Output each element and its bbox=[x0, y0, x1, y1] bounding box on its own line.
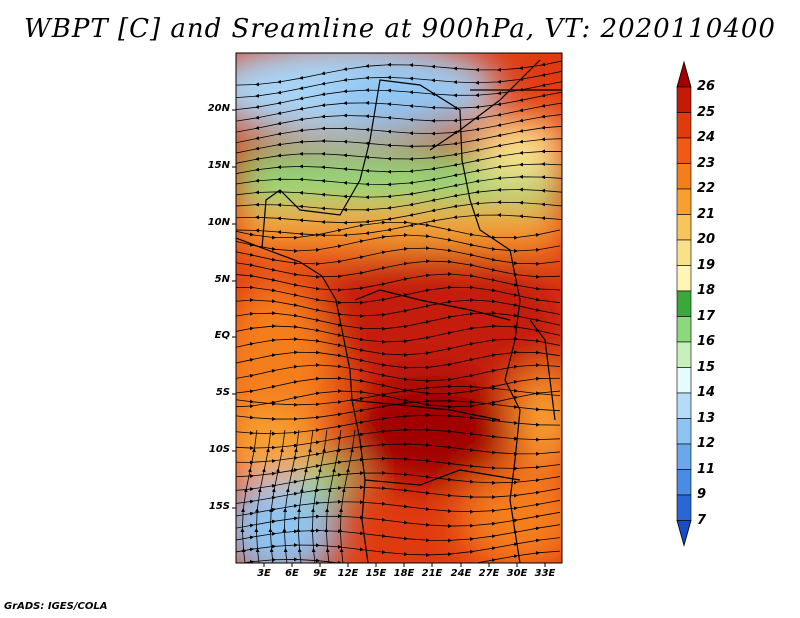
colorbar-level-label: 14 bbox=[697, 385, 716, 400]
streamline bbox=[296, 429, 314, 563]
colorbar-segment bbox=[676, 112, 692, 139]
streamline bbox=[282, 429, 300, 563]
colorbar-top-arrow bbox=[676, 60, 692, 88]
colorbar-level-label: 24 bbox=[697, 130, 716, 145]
colorbar-level-label: 16 bbox=[697, 334, 716, 349]
colorbar-segment bbox=[676, 188, 692, 215]
streamline bbox=[236, 285, 561, 305]
streamline bbox=[310, 429, 328, 563]
colorbar-level-label: 11 bbox=[697, 461, 716, 477]
colorbar-segment bbox=[676, 469, 692, 496]
colorbar-segment bbox=[676, 86, 692, 113]
colorbar-level-label: 25 bbox=[697, 104, 716, 120]
colorbar-segment bbox=[676, 265, 692, 292]
colorbar-segment bbox=[676, 341, 692, 368]
wbpt-field bbox=[236, 53, 562, 563]
colorbar-level-label: 18 bbox=[697, 283, 716, 298]
lon-label: 9E bbox=[313, 568, 327, 579]
lon-label: 30E bbox=[506, 568, 528, 579]
lon-label: 27E bbox=[478, 568, 500, 579]
colorbar-segment bbox=[676, 367, 692, 394]
colorbar-level-label: 23 bbox=[697, 155, 716, 171]
colorbar-bottom-arrow bbox=[676, 520, 692, 547]
streamline bbox=[338, 429, 356, 563]
colorbar-level-label: 12 bbox=[697, 436, 716, 451]
lat-label: 15S bbox=[208, 501, 230, 512]
colorbar-segment bbox=[676, 214, 692, 241]
streamline bbox=[236, 271, 561, 293]
colorbar-segment bbox=[676, 418, 692, 445]
streamlines bbox=[236, 60, 562, 563]
lon-label: 12E bbox=[337, 568, 359, 579]
colorbar-segment bbox=[676, 316, 692, 343]
colorbar-level-label: 9 bbox=[697, 487, 707, 502]
colorbar-level-label: 22 bbox=[697, 181, 716, 196]
lat-label: 10S bbox=[208, 444, 230, 455]
lon-label: 15E bbox=[365, 568, 387, 579]
colorbar-level-label: 26 bbox=[697, 79, 716, 94]
colorbar-segment bbox=[676, 392, 692, 419]
lon-label: 3E bbox=[257, 568, 271, 579]
colorbar bbox=[676, 60, 692, 547]
lat-label: 5S bbox=[215, 387, 230, 398]
chart-title: WBPT [C] and Sreamline at 900hPa, VT: 20… bbox=[24, 14, 776, 44]
colorbar-segment bbox=[676, 443, 692, 470]
lat-label: 10N bbox=[207, 217, 230, 228]
grads-credit: GrADS: IGES/COLA bbox=[4, 601, 108, 612]
lat-label: 15N bbox=[207, 160, 230, 171]
colorbar-level-label: 21 bbox=[697, 206, 716, 222]
axis-ticks bbox=[232, 109, 546, 567]
colorbar-level-label: 19 bbox=[697, 257, 716, 273]
lon-label: 18E bbox=[393, 568, 415, 579]
lon-label: 24E bbox=[450, 568, 472, 579]
lat-label: 5N bbox=[214, 274, 230, 285]
colorbar-level-label: 17 bbox=[697, 308, 716, 324]
streamline bbox=[254, 429, 272, 563]
lon-label: 21E bbox=[421, 568, 443, 579]
lon-label: 6E bbox=[285, 568, 299, 579]
colorbar-segment bbox=[676, 290, 692, 317]
colorbar-segment bbox=[676, 494, 692, 521]
colorbar-level-label: 13 bbox=[697, 410, 716, 426]
lat-label: 20N bbox=[207, 103, 230, 114]
colorbar-level-label: 7 bbox=[697, 512, 707, 528]
colorbar-segment bbox=[676, 239, 692, 266]
colorbar-level-label: 15 bbox=[697, 359, 716, 375]
colorbar-segment bbox=[676, 163, 692, 190]
map-frame bbox=[235, 52, 563, 564]
lon-label: 33E bbox=[534, 568, 556, 579]
colorbar-level-label: 20 bbox=[697, 232, 716, 247]
streamline bbox=[240, 550, 561, 563]
colorbar-segment bbox=[676, 137, 692, 164]
streamline bbox=[268, 429, 286, 563]
lat-label: EQ bbox=[214, 330, 230, 341]
streamline bbox=[324, 429, 342, 563]
streamline bbox=[240, 429, 258, 563]
